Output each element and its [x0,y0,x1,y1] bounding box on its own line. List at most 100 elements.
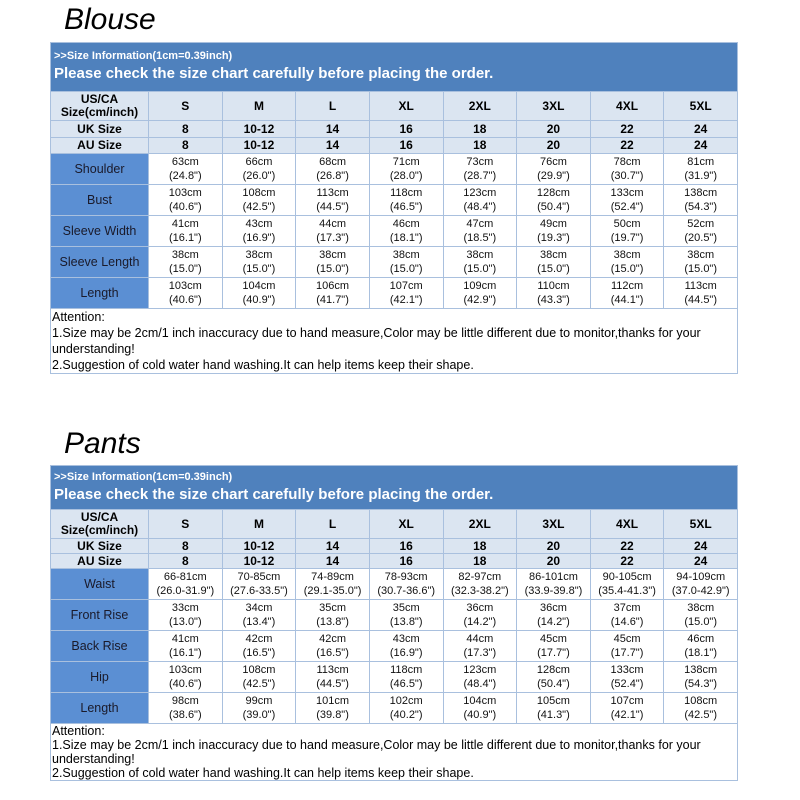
inch-value: (16.9") [389,647,423,659]
measure-cell: 133cm (52.4") [589,661,665,693]
inch-value: (32.3-38.2") [450,585,509,597]
size-header: 2XL [442,509,518,539]
inch-value: (16.9") [242,232,276,244]
inch-value: (14.2") [537,616,570,628]
measure-cell: 112cm (44.1") [589,277,665,309]
au-size: 10-12 [221,137,297,154]
size-info: >>Size Information(1cm=0.39inch) [54,470,233,483]
inch-value: (39.8") [316,709,349,721]
inch-value: (15.0") [610,263,644,275]
au-size: 18 [442,137,518,154]
measure-cell: 123cm (48.4") [442,184,518,216]
measure-label: Back Rise [50,630,149,662]
cm-value: 46cm [687,633,715,645]
measure-cell: 133cm (52.4") [589,184,665,216]
measure-cell: 44cm (17.3") [295,215,370,247]
uk-size: 14 [295,538,370,554]
cm-value: 118cm [390,664,423,676]
size-table: >>Size Information(1cm=0.39inch) Please c… [50,42,738,374]
section-title: Pants [64,427,141,460]
cm-value: 35cm [319,602,347,614]
cm-value: 107cm [610,695,644,707]
measure-cell: 118cm (46.5") [368,184,444,216]
cm-value: 103cm [168,664,202,676]
cm-value: 112cm [610,280,644,292]
au-size: 22 [589,553,665,569]
size-header: M [221,509,297,539]
au-row: AU Size 8 10-12 14 16 18 20 22 24 [50,553,738,569]
attention-row: Attention: 1.Size may be 2cm/1 inch inacc… [50,723,738,781]
measure-cell: 36cm (14.2") [516,599,591,631]
inch-value: (31.9") [684,170,717,182]
inch-value: (30.7") [610,170,644,182]
cm-value: 43cm [392,633,420,645]
inch-value: (40.2") [389,709,423,721]
table-body: >>Size Information(1cm=0.39inch) Please c… [50,42,738,374]
cm-value: 38cm [466,249,494,261]
inch-value: (16.1") [168,647,202,659]
measure-cell: 43cm (16.9") [221,215,297,247]
inch-value: (17.3") [316,232,349,244]
measure-cell: 49cm (19.3") [516,215,591,247]
inch-value: (42.9") [463,294,497,306]
measure-cell: 128cm (50.4") [516,661,591,693]
inch-value: (18.1") [389,232,423,244]
measure-cell: 110cm (43.3") [516,277,591,309]
attention-line: 2.Suggestion of cold water hand washing.… [52,358,474,372]
attention-line: 1.Size may be 2cm/1 inch inaccuracy due … [52,326,701,356]
measure-cell: 128cm (50.4") [516,184,591,216]
inch-value: (40.6") [168,294,202,306]
size-table: >>Size Information(1cm=0.39inch) Please c… [50,465,738,781]
measure-label: Waist [50,568,149,600]
uk-size: 22 [589,120,665,138]
cm-value: 108cm [242,187,276,199]
cm-value: 138cm [684,664,718,676]
measure-cell: 108cm (42.5") [663,692,738,724]
cm-value: 38cm [687,249,715,261]
inch-value: (35.4-41.3") [598,585,656,597]
banner-row: >>Size Information(1cm=0.39inch) Please c… [50,42,738,92]
cm-value: 138cm [684,187,718,199]
inch-value: (14.2") [463,616,497,628]
measure-cell: 82-97cm (32.3-38.2") [442,568,518,600]
measure-cell: 45cm (17.7") [516,630,591,662]
measure-cell: 86-101cm (33.9-39.8") [516,568,591,600]
inch-value: (15.0") [316,263,349,275]
measure-label: Front Rise [50,599,149,631]
table-body: >>Size Information(1cm=0.39inch) Please c… [50,465,738,781]
measure-cell: 73cm (28.7") [442,153,518,185]
measure-cell: 123cm (48.4") [442,661,518,693]
header-label: US/CA Size(cm/inch) [50,91,149,121]
cm-value: 108cm [242,664,276,676]
size-header: 5XL [663,91,738,121]
size-header: 5XL [663,509,738,539]
inch-value: (41.3") [537,709,570,721]
cm-value: 49cm [539,218,567,230]
uk-size: 22 [589,538,665,554]
measure-cell: 74-89cm (29.1-35.0") [295,568,370,600]
inch-value: (43.3") [537,294,570,306]
banner: >>Size Information(1cm=0.39inch) Please c… [50,42,738,92]
cm-value: 38cm [319,249,347,261]
size-header: XL [368,91,444,121]
inch-value: (48.4") [463,201,497,213]
inch-value: (42.5") [684,709,717,721]
measure-cell: 104cm (40.9") [221,277,297,309]
uk-size: 14 [295,120,370,138]
measure-cell: 103cm (40.6") [148,661,223,693]
cm-value: 36cm [466,602,494,614]
cm-value: 47cm [466,218,494,230]
cm-value: 123cm [463,664,497,676]
measure-cell: 41cm (16.1") [148,215,223,247]
inch-value: (40.9") [463,709,497,721]
inch-value: (33.9-39.8") [524,585,583,597]
cm-value: 103cm [168,280,202,292]
measure-cell: 44cm (17.3") [442,630,518,662]
cm-value: 70-85cm [237,571,281,583]
size-header: S [148,91,223,121]
measure-label: Shoulder [50,153,149,185]
measure-row: Hip 103cm (40.6") 108cm (42.5") 113cm (44.5") 1… [50,661,738,693]
inch-value: (15.0") [684,616,717,628]
cm-value: 123cm [463,187,497,199]
au-size: 16 [368,137,444,154]
